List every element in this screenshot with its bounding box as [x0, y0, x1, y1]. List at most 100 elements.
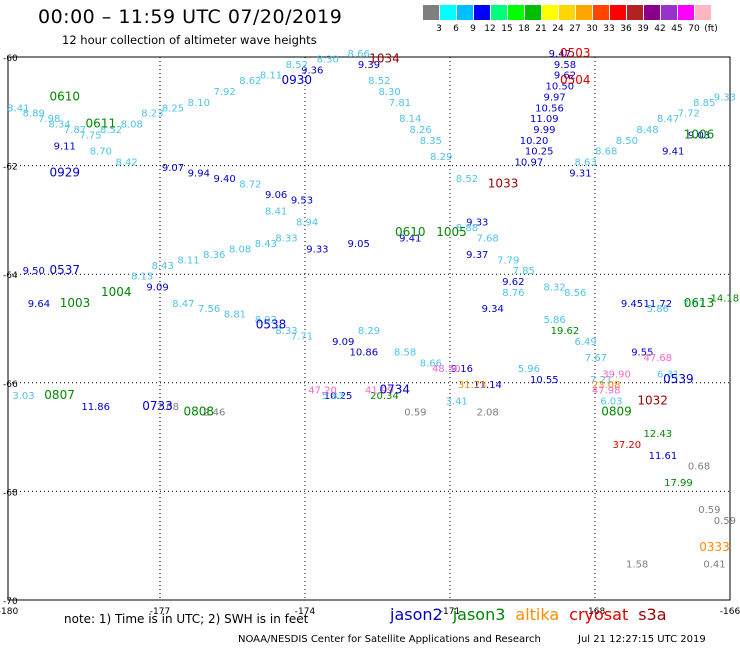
chart-title: 00:00 – 11:59 UTC 07/20/2019	[38, 6, 343, 28]
data-point-label: 19.62	[551, 326, 580, 337]
data-point-label: 8.29	[358, 326, 380, 337]
data-point-label: 9.09	[332, 337, 354, 348]
y-tick-label: -68	[3, 488, 18, 498]
x-tick-label: -166	[720, 607, 740, 617]
data-point-label: 5.83	[322, 391, 344, 402]
time-tag-label: 1034	[369, 51, 400, 65]
data-point-label: 10.56	[535, 103, 564, 114]
data-point-label: 8.13	[131, 272, 153, 283]
colorbar-swatch	[423, 5, 439, 20]
data-point-label: 11.14	[473, 380, 502, 391]
data-point-label: 8.88	[456, 223, 478, 234]
time-tag-label: 1033	[488, 176, 519, 190]
colorbar-swatch	[678, 5, 694, 20]
data-point-label: 9.40	[213, 174, 235, 185]
data-point-label: 8.11	[260, 71, 282, 82]
colorbar-label: 6	[453, 24, 459, 34]
data-point-label: 10.50	[545, 82, 574, 93]
data-point-label: 8.30	[378, 87, 400, 98]
y-tick-label: -66	[3, 380, 18, 390]
x-tick-label: -180	[0, 607, 18, 617]
time-tag-label: 0503	[560, 46, 591, 60]
data-point-label: 8.62	[239, 76, 261, 87]
data-point-label: 8.47	[657, 114, 679, 125]
data-point-label: 8.34	[48, 120, 70, 131]
data-point-label: 8.23	[141, 109, 163, 120]
colorbar-swatch	[610, 5, 626, 20]
time-tag-label: 0333	[699, 540, 730, 554]
data-point-label: 9.37	[466, 250, 488, 261]
satellite-legend: jason2 jason3 altika cryosat s3a	[390, 605, 677, 624]
time-tag-label: 0537	[49, 263, 80, 277]
data-point-label: 8.52	[368, 76, 390, 87]
data-point-label: 5.96	[518, 364, 540, 375]
data-point-label: 8.58	[394, 348, 416, 359]
data-point-label: 7.67	[585, 353, 607, 364]
data-point-label: 6.49	[574, 337, 596, 348]
data-point-label: 9.34	[482, 304, 504, 315]
data-point-label: 9.64	[28, 299, 50, 310]
data-point-label: 9.62	[554, 71, 576, 82]
data-point-label: 8.63	[574, 158, 596, 169]
data-point-label: 9.33	[306, 244, 328, 255]
data-point-label: 9.06	[265, 190, 287, 201]
time-tag-label: 1005	[436, 225, 467, 239]
data-point-label: 8.08	[121, 120, 143, 131]
time-tag-label: 0734	[380, 383, 411, 397]
data-point-label: 8.76	[502, 288, 524, 299]
data-point-label: 8.10	[188, 98, 210, 109]
data-point-label: 11.72	[643, 299, 672, 310]
colorbar-label: 9	[470, 24, 476, 34]
colorbar-swatch	[474, 5, 490, 20]
data-point-label: 10.86	[350, 348, 379, 359]
data-point-label: 8.52	[100, 125, 122, 136]
data-point-label: 9.33	[714, 92, 736, 103]
data-point-label: 9.11	[54, 141, 76, 152]
data-point-label: 9.33	[466, 217, 488, 228]
data-point-label: 9.94	[188, 168, 210, 179]
legend-jason2: jason2	[390, 605, 443, 624]
data-point-label: 10.25	[324, 391, 353, 402]
data-point-label: 8.29	[430, 152, 452, 163]
data-point-label: 9.55	[631, 348, 653, 359]
data-point-label: 9.31	[569, 168, 591, 179]
legend-s3a: s3a	[638, 605, 667, 624]
time-tag-label: 0611	[86, 117, 117, 131]
data-point-label: 7.79	[497, 255, 519, 266]
data-point-label: 9.39	[358, 60, 380, 71]
data-point-label: 9.05	[348, 239, 370, 250]
data-point-label: 8.43	[152, 261, 174, 272]
x-tick-label: -174	[295, 607, 316, 617]
colorbar-label: (ft)	[704, 24, 718, 34]
data-point-label: 31.73	[458, 380, 487, 391]
data-point-label: 47.20	[308, 386, 337, 397]
data-point-label: 8.33	[275, 326, 297, 337]
data-point-label: 2.08	[157, 402, 179, 413]
data-point-label: 12.43	[643, 429, 672, 440]
data-point-label: 47.68	[643, 353, 672, 364]
data-point-label: 3.03	[12, 391, 34, 402]
colorbar-swatch	[661, 5, 677, 20]
colorbar-swatch	[457, 5, 473, 20]
x-tick-label: -171	[440, 607, 460, 617]
time-tag-label: 0610	[49, 89, 80, 103]
colorbar-swatch	[525, 5, 541, 20]
data-point-label: 9.09	[146, 282, 168, 293]
data-point-label: 0.41	[703, 559, 725, 570]
data-point-label: 11.09	[530, 114, 559, 125]
data-point-label: 8.32	[544, 282, 566, 293]
data-point-label: 8.81	[224, 310, 246, 321]
data-point-label: 8.08	[229, 244, 251, 255]
data-point-label: 10.20	[520, 136, 549, 147]
colorbar-swatch	[542, 5, 558, 20]
data-point-label: 17.99	[664, 478, 693, 489]
time-tag-label: 0807	[44, 388, 75, 402]
time-tag-label: 0733	[142, 399, 173, 413]
data-point-label: 41.99	[365, 386, 394, 397]
data-point-label: 1.58	[626, 559, 648, 570]
data-point-label: 2.46	[203, 407, 225, 418]
data-point-label: 8.43	[255, 239, 277, 250]
data-point-label: 8.52	[456, 174, 478, 185]
